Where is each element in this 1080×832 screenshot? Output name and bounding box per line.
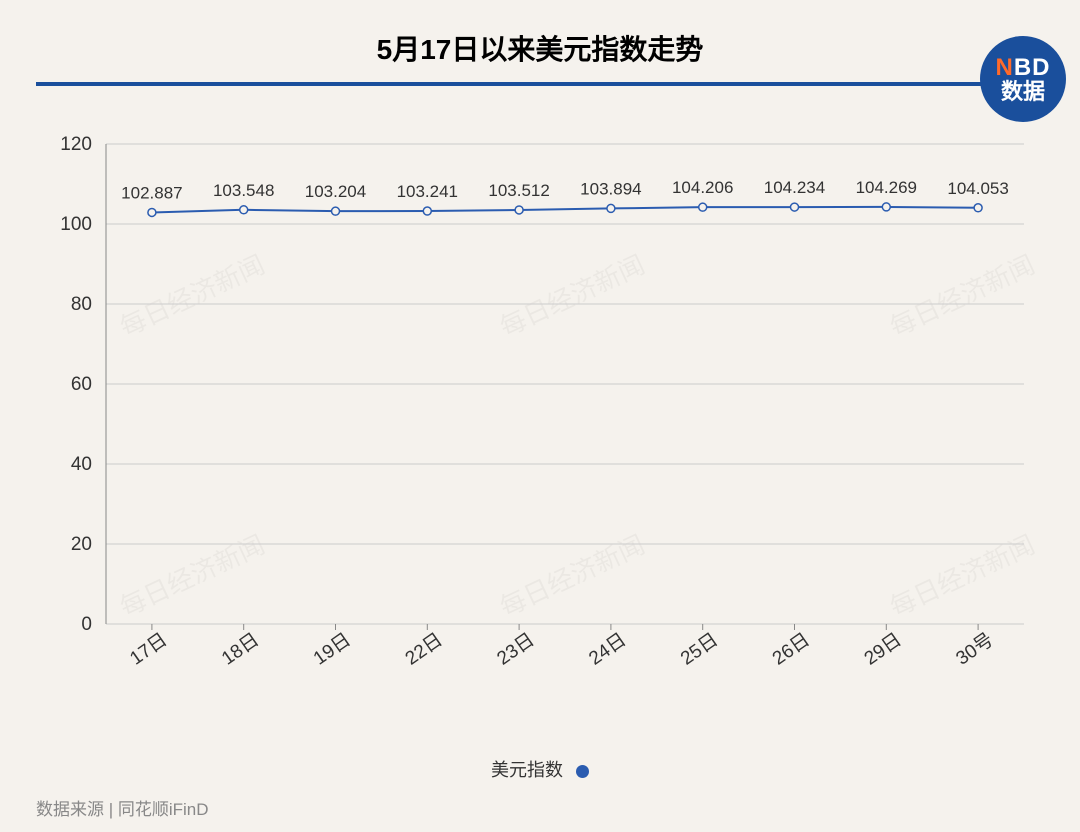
data-label: 104.234 bbox=[764, 178, 825, 197]
data-label: 103.204 bbox=[305, 182, 366, 201]
series-marker bbox=[423, 207, 431, 215]
badge-letter-n: N bbox=[995, 54, 1013, 81]
x-tick-label: 30号 bbox=[952, 629, 997, 669]
y-tick-label: 0 bbox=[81, 614, 92, 635]
watermark-text: 每日经济新闻 bbox=[885, 249, 1039, 342]
title-underline bbox=[36, 82, 1044, 86]
data-label: 104.053 bbox=[947, 179, 1008, 198]
legend-label: 美元指数 bbox=[491, 760, 563, 780]
watermark-text: 每日经济新闻 bbox=[495, 529, 649, 622]
data-label: 102.887 bbox=[121, 183, 182, 202]
y-tick-label: 80 bbox=[71, 294, 92, 315]
x-tick-label: 17日 bbox=[126, 629, 171, 669]
x-tick-label: 19日 bbox=[310, 629, 355, 669]
chart-svg: 每日经济新闻每日经济新闻每日经济新闻每日经济新闻每日经济新闻每日经济新闻0204… bbox=[36, 94, 1044, 714]
data-label: 103.894 bbox=[580, 179, 641, 198]
source-attribution: 数据来源 | 同花顺iFinD bbox=[36, 795, 209, 820]
series-marker bbox=[515, 206, 523, 214]
x-tick-label: 29日 bbox=[861, 629, 906, 669]
data-label: 104.206 bbox=[672, 178, 733, 197]
badge-top-text: NBD bbox=[995, 55, 1050, 80]
watermark-text: 每日经济新闻 bbox=[115, 529, 269, 622]
y-tick-label: 20 bbox=[71, 534, 92, 555]
data-label: 103.241 bbox=[397, 182, 458, 201]
watermark-text: 每日经济新闻 bbox=[885, 529, 1039, 622]
series-marker bbox=[607, 204, 615, 212]
x-tick-label: 25日 bbox=[677, 629, 722, 669]
data-label: 103.512 bbox=[488, 181, 549, 200]
y-tick-label: 100 bbox=[60, 214, 92, 235]
y-tick-label: 120 bbox=[60, 134, 92, 155]
badge-letters-bd: BD bbox=[1014, 54, 1051, 81]
series-marker bbox=[332, 207, 340, 215]
data-label: 104.269 bbox=[856, 178, 917, 197]
x-tick-label: 23日 bbox=[493, 629, 538, 669]
legend-marker bbox=[576, 765, 589, 778]
chart-area: 每日经济新闻每日经济新闻每日经济新闻每日经济新闻每日经济新闻每日经济新闻0204… bbox=[36, 94, 1044, 714]
y-tick-label: 40 bbox=[71, 454, 92, 475]
watermark-text: 每日经济新闻 bbox=[495, 249, 649, 342]
series-marker bbox=[791, 203, 799, 211]
x-tick-label: 18日 bbox=[218, 629, 263, 669]
x-tick-label: 24日 bbox=[585, 629, 630, 669]
series-marker bbox=[974, 204, 982, 212]
series-marker bbox=[148, 208, 156, 216]
chart-title: 5月17日以来美元指数走势 bbox=[36, 28, 1044, 68]
data-label: 103.548 bbox=[213, 181, 274, 200]
x-tick-label: 26日 bbox=[769, 629, 814, 669]
x-tick-label: 22日 bbox=[402, 629, 447, 669]
watermark-text: 每日经济新闻 bbox=[115, 249, 269, 342]
series-marker bbox=[240, 206, 248, 214]
legend: 美元指数 bbox=[0, 756, 1080, 782]
series-line bbox=[152, 207, 978, 213]
series-marker bbox=[699, 203, 707, 211]
y-tick-label: 60 bbox=[71, 374, 92, 395]
series-marker bbox=[882, 203, 890, 211]
